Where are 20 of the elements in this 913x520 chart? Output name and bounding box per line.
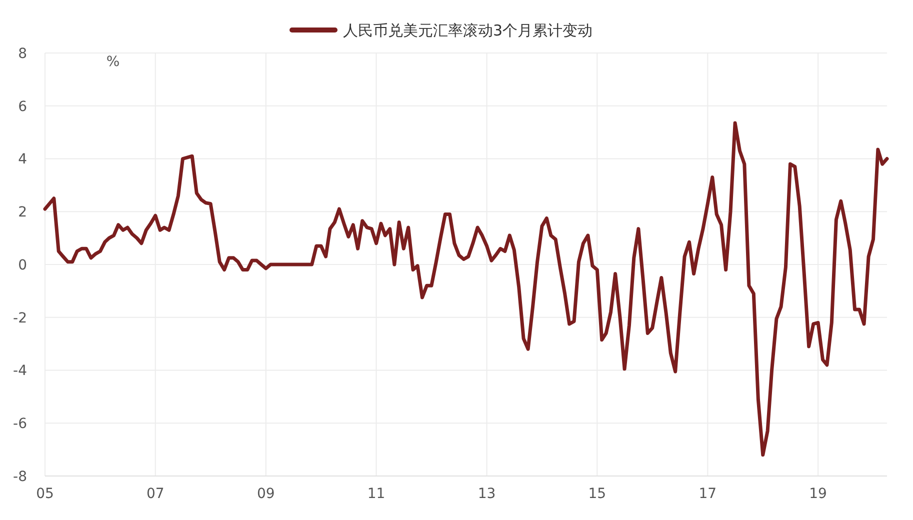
x-tick-label: 11 [367, 486, 386, 502]
y-tick-label: 2 [18, 204, 27, 221]
x-tick-label: 13 [478, 486, 496, 502]
x-tick-label: 17 [698, 486, 717, 502]
y-tick-label: -8 [13, 468, 27, 485]
y-tick-label: 6 [18, 98, 28, 115]
x-tick-label: 09 [256, 486, 275, 502]
y-tick-label: -6 [13, 416, 28, 432]
x-tick-label: 19 [809, 486, 827, 502]
y-tick-label: 8 [18, 46, 27, 62]
x-tick-label: 15 [588, 486, 606, 502]
y-tick-label: 0 [18, 257, 27, 274]
y-tick-label: 4 [18, 152, 28, 168]
y-tick-label: -4 [13, 363, 28, 380]
y-tick-label: -2 [13, 310, 27, 326]
line-series [43, 121, 889, 457]
annotation: % [106, 54, 120, 70]
x-tick-label: 05 [36, 486, 54, 502]
legend-label: 人民币兑美元汇率滚动3个月累计变动 [343, 21, 593, 40]
x-tick-label: 07 [146, 486, 164, 502]
